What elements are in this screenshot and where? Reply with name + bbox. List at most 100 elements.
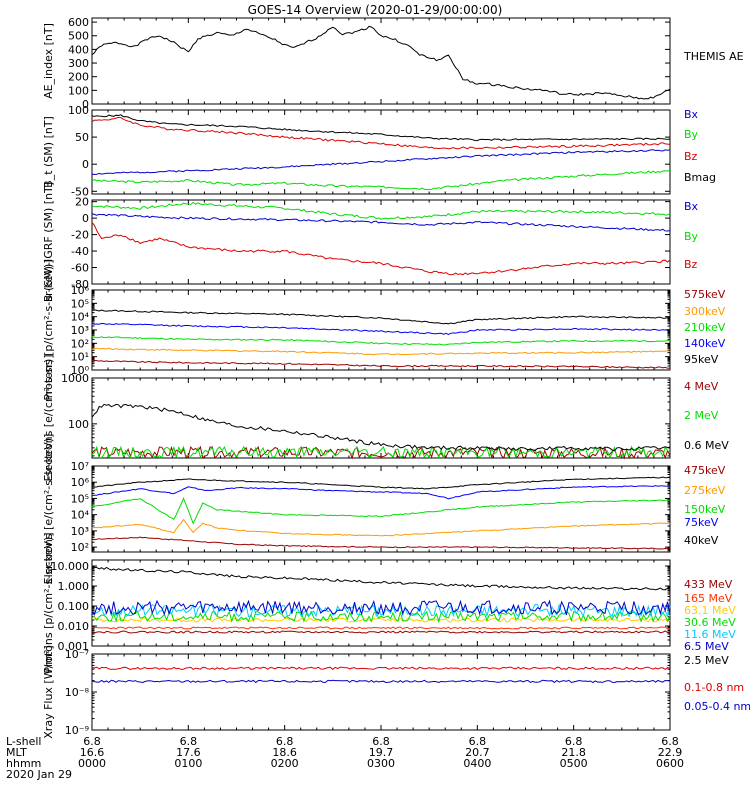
legend-label: 6.5 MeV: [684, 640, 729, 653]
y-tick-label: 400: [68, 43, 89, 56]
legend-label: 475keV: [684, 464, 726, 477]
x-tick-label: 0500: [560, 757, 588, 770]
y-tick-label: -40: [71, 245, 89, 258]
series-line-75kev: [91, 485, 671, 500]
chart-title: GOES-14 Overview (2020-01-29/00:00:00): [248, 3, 503, 17]
y-tick-label: 0.010: [58, 620, 90, 633]
y-tick-label: -80: [71, 278, 89, 291]
x-tick-label: 22.9: [658, 746, 683, 759]
y-axis-label: Protons [p/(cm²-s-sr-keV)]: [42, 532, 55, 673]
series-line-150kev: [91, 497, 671, 525]
panel-b_sm: -50 0 50 100 B_t (SM) [nT] Bx By Bz Bmag: [42, 104, 716, 198]
legend-label: 150keV: [684, 503, 726, 516]
legend-label: 2.5 MeV: [684, 654, 729, 667]
series-line-63-1-mev: [91, 617, 671, 623]
y-axis-label: B_t (SM) [nT]: [42, 116, 55, 188]
xaxis-row-label-lshell: L-shell: [6, 735, 42, 748]
y-tick-label: 10³: [71, 525, 89, 538]
y-tick-label: 600: [68, 16, 89, 29]
panel-electrons_mev: 100 1000 Electrons [e/(cm²-s-sr)] 4 MeV 2 Me…: [42, 354, 729, 481]
x-tick-label: 0000: [78, 757, 106, 770]
y-tick-label: 100: [68, 418, 89, 431]
y-tick-label: 10⁶: [71, 284, 90, 297]
y-tick-label: 0: [82, 212, 89, 225]
series-line-6-5-mev: [91, 599, 671, 617]
y-tick-label: 10²: [71, 337, 89, 350]
legend-label: 275keV: [684, 484, 726, 497]
y-axis-label: Protons [p/(cm²-s-sr-keV)]: [42, 259, 55, 400]
series-line-themis-ae: [91, 25, 671, 100]
panel-frame: [91, 653, 671, 731]
legend-label: Bx: [684, 108, 699, 121]
x-tick-label: 6.8: [469, 735, 487, 748]
legend-label: 95keV: [684, 353, 719, 366]
y-tick-label: -60: [71, 262, 89, 275]
panel-frame: [91, 289, 671, 371]
series-line-165-mev: [91, 626, 671, 630]
legend-label: 300keV: [684, 305, 726, 318]
legend-label: 4 MeV: [684, 380, 719, 393]
y-tick-label: -50: [71, 185, 89, 198]
legend-label: 140keV: [684, 337, 726, 350]
y-tick-label: 10⁴: [71, 311, 90, 324]
x-tick-label: 6.8: [83, 735, 101, 748]
y-tick-label: 100: [68, 84, 89, 97]
y-tick-label: 1.000: [58, 580, 90, 593]
series-line-0-1-0-8-nm: [91, 666, 671, 671]
y-tick-label: 100: [68, 104, 89, 117]
legend-label: Bz: [684, 150, 698, 163]
y-tick-label: 50: [75, 131, 89, 144]
series-line-0-6-mev: [91, 403, 671, 452]
y-tick-label: 1000: [61, 372, 89, 385]
xaxis-row-label-hhmm: hhmm: [6, 757, 41, 770]
y-tick-label: 0: [82, 98, 89, 111]
y-axis-label: Electrons [e/(cm²-s-sr-keV)]: [42, 434, 55, 585]
series-line-2-mev: [91, 445, 671, 460]
y-tick-label: 10⁷: [71, 460, 89, 473]
y-tick-label: 300: [68, 57, 89, 70]
series-line-bx: [91, 149, 671, 176]
legend-label: THEMIS AE: [683, 50, 744, 63]
series-line-475kev: [91, 536, 671, 550]
x-tick-label: 19.7: [369, 746, 394, 759]
series-line-300kev: [91, 347, 671, 356]
series-line-575kev: [91, 359, 671, 369]
x-tick-label: 6.8: [180, 735, 198, 748]
y-tick-label: 200: [68, 71, 89, 84]
panel-frame: [91, 17, 671, 105]
series-line-by: [91, 169, 671, 191]
legend-label: 75keV: [684, 516, 719, 529]
y-tick-label: 0.100: [58, 600, 90, 613]
legend-label: 30.6 MeV: [684, 616, 736, 629]
series-line-bx: [91, 213, 671, 232]
y-tick-label: 500: [68, 30, 89, 43]
y-tick-label: 10⁻⁸: [65, 686, 90, 699]
y-tick-label: 10³: [71, 324, 89, 337]
panel-xray: 10⁻⁹ 10⁻⁸ 10⁻⁷ Xray Flux [W/m²] 0.1-0.8 nm 0.…: [42, 645, 750, 738]
series-line-0-05-0-4-nm: [91, 679, 670, 684]
panel-electrons_kev: 10² 10³ 10⁴ 10⁵ 10⁶ 10⁷ Electrons [e/(cm²-s-sr…: [42, 434, 726, 585]
y-tick-label: 10⁻⁷: [65, 648, 89, 661]
legend-label: 63.1 MeV: [684, 604, 736, 617]
series-line-40kev: [91, 476, 671, 490]
y-axis-label: B (SM)-IGRF (SM) [nT]: [42, 182, 55, 302]
x-tick-label: 16.6: [80, 746, 105, 759]
series-line-95kev: [91, 309, 671, 325]
y-tick-label: 20: [75, 196, 89, 209]
legend-label: 0.6 MeV: [684, 439, 729, 452]
y-tick-label: 10⁰: [71, 364, 90, 377]
x-tick-label: 6.8: [276, 735, 294, 748]
y-axis-label: AE_index [nT]: [42, 23, 55, 99]
panel-frame: [91, 199, 671, 285]
series-line-2-5-mev: [91, 566, 671, 591]
x-tick-label: 17.6: [176, 746, 201, 759]
x-tick-label: 6.8: [565, 735, 583, 748]
series-line-11-6-mev: [91, 603, 671, 618]
y-tick-label: 10⁵: [71, 492, 89, 505]
y-tick-label: 10¹: [71, 351, 89, 364]
x-tick-label: 21.8: [561, 746, 586, 759]
y-tick-label: -20: [71, 229, 89, 242]
